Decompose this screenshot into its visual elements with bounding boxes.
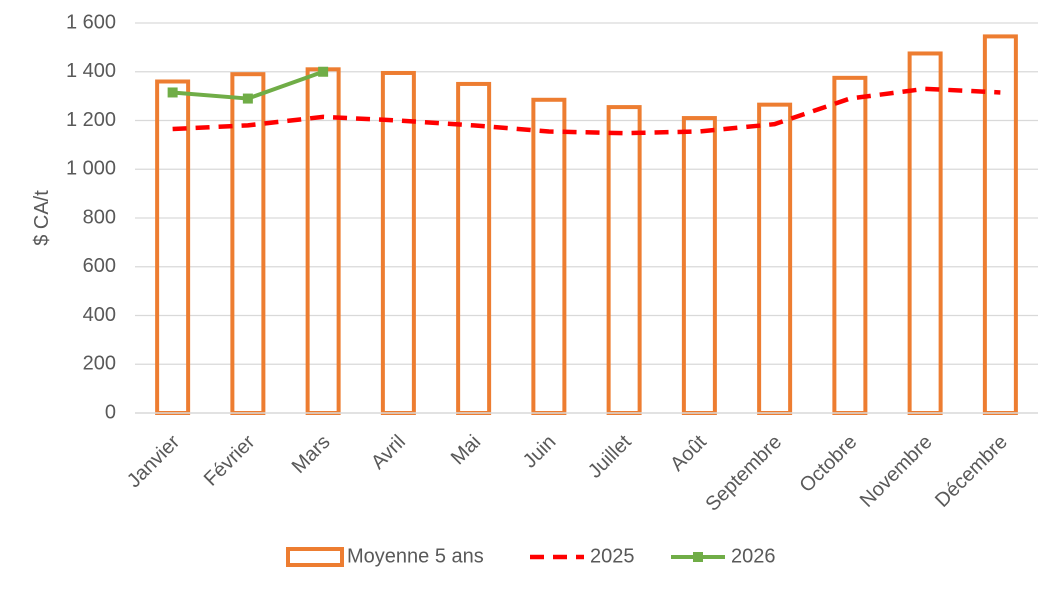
- legend-label: 2025: [590, 545, 635, 567]
- y-tick-label: 400: [83, 304, 116, 326]
- bar: [681, 116, 717, 415]
- bar: [907, 51, 943, 415]
- series-marker: [318, 66, 329, 77]
- bar-series: [155, 34, 1018, 415]
- y-tick-label: 200: [83, 353, 116, 375]
- bar: [982, 34, 1018, 415]
- y-tick-label: 0: [105, 401, 116, 423]
- y-tick-label: 1 000: [66, 158, 116, 180]
- bar: [606, 105, 642, 415]
- legend-swatch: [286, 547, 344, 567]
- y-axis-label: $ CA/t: [31, 190, 53, 246]
- y-axis-ticks: 0 200 400 600 800 1 000 1 200 1 400 1 600: [66, 11, 116, 423]
- y-tick-label: 1 200: [66, 109, 116, 131]
- y-tick-label: 600: [83, 255, 116, 277]
- bar: [832, 75, 868, 415]
- legend: Moyenne 5 ans 2025 2026: [286, 545, 776, 567]
- legend-marker: [693, 552, 703, 562]
- x-tick-label: Octobre: [796, 431, 862, 497]
- x-tick-label: Novembre: [856, 431, 937, 512]
- bar: [531, 97, 567, 415]
- x-tick-label: Juillet: [584, 431, 636, 483]
- y-tick-label: 800: [83, 206, 116, 228]
- x-tick-label: Juin: [519, 431, 561, 473]
- y-tick-label: 1 400: [66, 60, 116, 82]
- legend-label: Moyenne 5 ans: [347, 545, 484, 567]
- bar: [380, 70, 416, 415]
- y-tick-label: 1 600: [66, 11, 116, 33]
- x-tick-label: Décembre: [931, 431, 1012, 512]
- x-tick-label: Janvier: [123, 431, 184, 492]
- series-marker: [167, 87, 178, 98]
- line-series: [167, 66, 1001, 136]
- bar: [155, 79, 191, 415]
- bar: [757, 102, 793, 415]
- x-tick-label: Mars: [288, 431, 335, 478]
- series-marker: [242, 93, 253, 104]
- x-tick-label: Février: [200, 431, 260, 491]
- x-tick-label: Septembre: [701, 431, 786, 516]
- gridlines: [135, 22, 1038, 365]
- x-tick-label: Août: [666, 431, 711, 476]
- legend-label: 2026: [731, 545, 776, 567]
- x-axis-ticks: Janvier Février Mars Avril Mai Juin Juillet Aoû…: [123, 431, 1012, 516]
- x-tick-label: Avril: [367, 431, 410, 474]
- x-tick-label: Mai: [447, 431, 485, 469]
- series-line: [172, 86, 1001, 136]
